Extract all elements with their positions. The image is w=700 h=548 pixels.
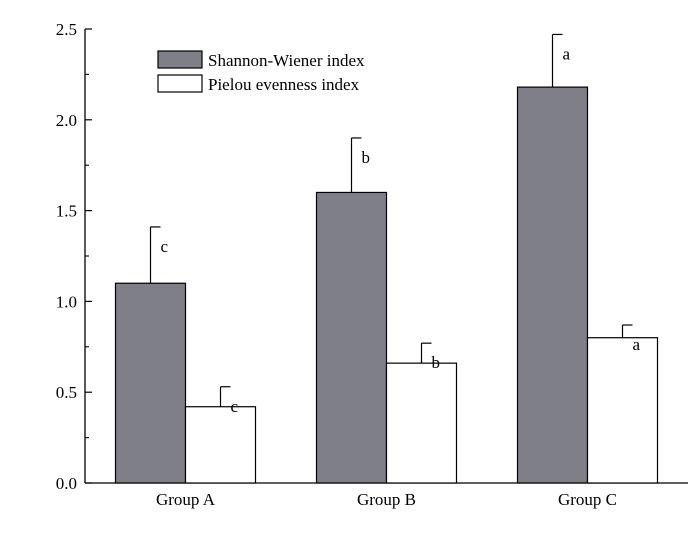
- shannon-bar: [516, 86, 589, 484]
- x-category-label: Group A: [156, 490, 216, 509]
- legend-label: Shannon-Wiener index: [208, 51, 365, 70]
- legend-swatch: [157, 74, 203, 93]
- significance-letter: c: [161, 237, 169, 256]
- y-tick-label: 2.0: [56, 111, 77, 130]
- y-tick-label: 0.5: [56, 383, 77, 402]
- pielou-bar: [586, 337, 659, 484]
- bars-group: c c b b a a: [114, 33, 659, 484]
- legend-label: Pielou evenness index: [208, 75, 360, 94]
- significance-letter: a: [563, 44, 571, 63]
- shannon-bar: [114, 282, 187, 484]
- x-category-label: Group B: [357, 490, 416, 509]
- significance-letter: a: [633, 335, 641, 354]
- y-tick-label: 1.5: [56, 202, 77, 221]
- y-tick-label: 2.5: [56, 20, 77, 39]
- legend: Shannon-Wiener index Pielou evenness inde…: [157, 50, 365, 94]
- significance-letter: b: [362, 148, 371, 167]
- significance-letter: b: [432, 353, 441, 372]
- x-category-label: Group C: [558, 490, 617, 509]
- pielou-bar: [385, 362, 458, 484]
- shannon-bar: [315, 191, 388, 484]
- legend-swatch: [157, 50, 203, 69]
- y-tick-label: 1.0: [56, 292, 77, 311]
- y-tick-label: 0.0: [56, 474, 77, 493]
- significance-letter: c: [231, 397, 239, 416]
- pielou-bar: [184, 406, 257, 484]
